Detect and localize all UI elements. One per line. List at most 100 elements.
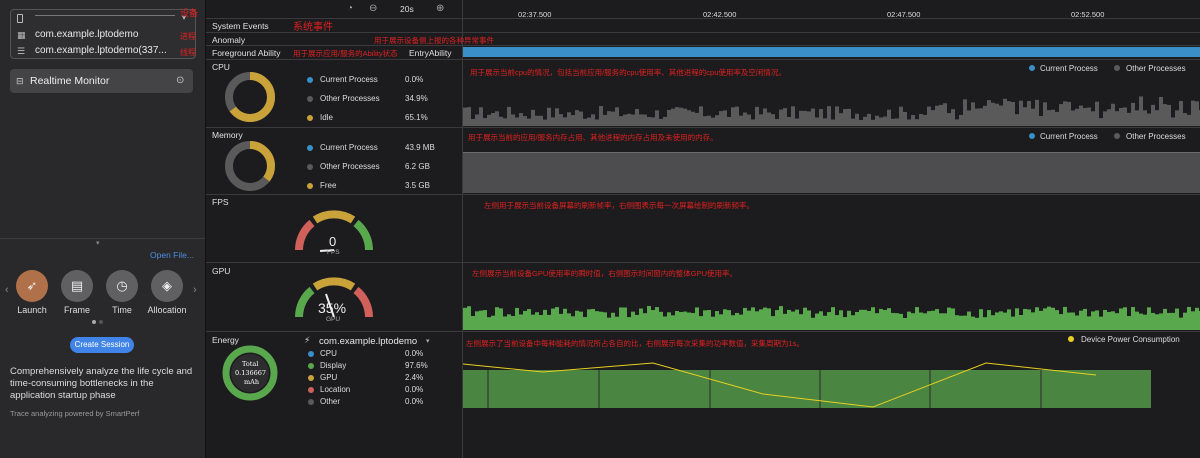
chart-bar [1187, 306, 1191, 330]
anomaly-note: 用于展示设备侧上报的各种异常事件 [374, 36, 494, 45]
chart-bar [1131, 102, 1135, 126]
foreground-ability-bar[interactable] [463, 47, 1200, 57]
carousel-next-icon[interactable]: › [193, 284, 197, 296]
thread-item[interactable]: ☰ com.example.lptodemo(337... [11, 43, 197, 59]
launch-tool-button[interactable]: ➶ [16, 270, 48, 302]
chart-bar [707, 115, 711, 126]
chart-bar [519, 314, 523, 330]
chart-bar [1091, 311, 1095, 330]
chart-bar [1123, 307, 1127, 330]
chart-bar [907, 119, 911, 126]
energy-cpu-value: 0.0% [405, 349, 424, 358]
chart-bar [927, 311, 931, 330]
chart-bar [779, 109, 783, 126]
chart-bar [955, 315, 959, 330]
chart-bar [1075, 108, 1079, 126]
chart-bar [555, 108, 559, 126]
process-item[interactable]: ▦ com.example.lptodemo [11, 27, 197, 43]
zoom-out-icon[interactable]: ⊖ [369, 3, 378, 14]
time-tool-button[interactable]: ◷ [106, 270, 138, 302]
legend-dot-other [308, 399, 314, 405]
zoom-in-icon[interactable]: ⊕ [436, 3, 445, 14]
thread-note: 线程 [180, 48, 196, 57]
chart-bar [471, 119, 475, 126]
chart-bar [1003, 98, 1007, 126]
device-dropdown[interactable]: ▾ [11, 10, 197, 26]
chart-bar [587, 309, 591, 330]
page-dot-active [92, 320, 96, 324]
energy-other-label: Other [320, 397, 341, 406]
memory-note: 用于展示当前的应用/服务内存占用、其他进程的内存占用及未使用的内存。 [468, 133, 718, 142]
chart-bar [563, 308, 567, 330]
energy-process-select[interactable]: com.example.lptodemo [319, 336, 418, 347]
chart-bar [991, 102, 995, 126]
chart-bar [863, 309, 867, 330]
chart-bar [1143, 314, 1147, 330]
chart-bar [919, 312, 923, 330]
chart-bar [1031, 108, 1035, 126]
chart-bar [755, 311, 759, 330]
system-events-note: 系统事件 [293, 22, 333, 33]
frame-icon: ▤ [70, 278, 84, 293]
memory-chart[interactable] [463, 152, 1200, 193]
time-tick: 02:52.500 [1071, 10, 1105, 19]
chart-bar [899, 313, 903, 330]
chevron-down-icon[interactable]: ▾ [426, 338, 430, 345]
chart-bar [503, 316, 507, 330]
chart-bar [595, 311, 599, 330]
row-divider [206, 45, 1200, 46]
chart-bar [847, 108, 851, 126]
chart-bar [827, 106, 831, 126]
chart-bar [867, 310, 871, 330]
chart-bar [515, 117, 519, 126]
chart-bar [1163, 104, 1167, 126]
energy-location-value: 0.0% [405, 385, 424, 394]
chart-bar [1179, 100, 1183, 126]
tool-label-launch: Launch [17, 305, 47, 315]
chart-bar [627, 317, 631, 330]
chart-bar [1103, 309, 1107, 330]
chart-bar [1035, 307, 1039, 330]
device-selector[interactable]: ▾ ▦ com.example.lptodemo ☰ com.example.l… [10, 9, 196, 59]
chart-bar [699, 106, 703, 126]
allocation-tool-button[interactable]: ◈ [151, 270, 183, 302]
frame-tool-button[interactable]: ▤ [61, 270, 93, 302]
chart-bar [647, 117, 651, 126]
energy-chart[interactable] [463, 355, 1200, 410]
chart-bar [983, 317, 987, 330]
create-session-button[interactable]: Create Session [70, 337, 134, 353]
chart-bar [783, 313, 787, 330]
chart-bar [1151, 104, 1155, 126]
fps-value: 0 [329, 234, 337, 249]
chart-bar [1079, 310, 1083, 330]
chart-bar [539, 314, 543, 330]
chart-bar [1051, 109, 1055, 126]
chart-bar [591, 114, 595, 126]
chart-bar [987, 100, 991, 126]
chart-bar [679, 311, 683, 330]
chart-bar [663, 316, 667, 330]
chart-bar [815, 313, 819, 330]
open-file-link[interactable]: Open File... [150, 250, 194, 260]
gpu-chart[interactable] [463, 290, 1200, 330]
carousel-prev-icon[interactable]: ‹ [5, 284, 9, 296]
chart-bar [759, 309, 763, 330]
reset-zoom-icon[interactable]: ◔ [347, 3, 354, 14]
chart-bar [1191, 100, 1195, 126]
chart-bar [559, 114, 563, 126]
layers-icon: ☰ [17, 46, 26, 56]
chart-bar [467, 306, 471, 330]
collapse-handle-icon[interactable]: ▾ [96, 240, 100, 247]
cpu-chart[interactable] [463, 76, 1200, 126]
chart-bar [475, 114, 479, 126]
chart-bar [1059, 314, 1063, 330]
chart-bar [1075, 315, 1079, 330]
chart-bar [971, 102, 975, 126]
memory-donut [225, 141, 275, 191]
chart-bar [547, 314, 551, 330]
realtime-monitor-button[interactable]: ⊟ Realtime Monitor ⊙ [10, 69, 193, 93]
chart-bar [719, 111, 723, 126]
chart-bar [1091, 111, 1095, 126]
chart-bar [1087, 316, 1091, 330]
chart-bar [503, 118, 507, 126]
